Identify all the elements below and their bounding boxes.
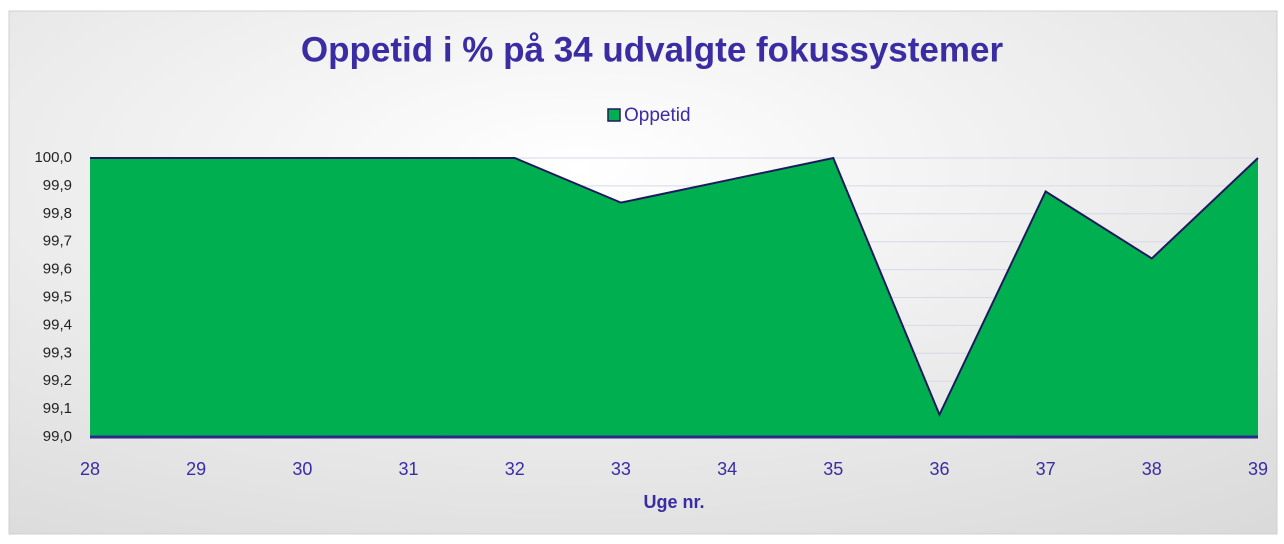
x-tick-label: 38	[1142, 459, 1162, 479]
x-tick-label: 34	[717, 459, 737, 479]
legend-label: Oppetid	[624, 105, 691, 126]
area	[90, 158, 1258, 437]
y-tick-label: 99,7	[43, 233, 72, 250]
y-tick-label: 99,3	[43, 344, 72, 361]
y-tick-label: 99,5	[43, 288, 72, 305]
chart-title: Oppetid i % på 34 udvalgte fokussystemer	[301, 30, 1004, 69]
y-tick-label: 99,1	[43, 400, 72, 417]
y-tick-label: 99,6	[43, 261, 72, 278]
x-tick-label: 37	[1036, 459, 1056, 479]
y-tick-label: 99,0	[43, 428, 72, 445]
y-tick-label: 99,8	[43, 205, 72, 222]
x-tick-label: 30	[292, 459, 312, 479]
x-tick-label: 31	[399, 459, 419, 479]
y-tick-label: 99,4	[43, 316, 72, 333]
x-axis-title: Uge nr.	[643, 492, 704, 512]
x-tick-label: 33	[611, 459, 631, 479]
x-tick-label: 32	[505, 459, 525, 479]
y-tick-label: 99,9	[43, 177, 72, 194]
x-tick-label: 29	[186, 459, 206, 479]
y-tick-label: 100,0	[34, 149, 72, 166]
x-tick-label: 35	[823, 459, 843, 479]
area-line	[90, 156, 1259, 418]
x-tick-label: 39	[1248, 459, 1268, 479]
x-tick-label: 36	[929, 459, 949, 479]
y-tick-label: 99,2	[43, 372, 72, 389]
x-tick-label: 28	[80, 459, 100, 479]
legend-swatch	[607, 108, 621, 122]
